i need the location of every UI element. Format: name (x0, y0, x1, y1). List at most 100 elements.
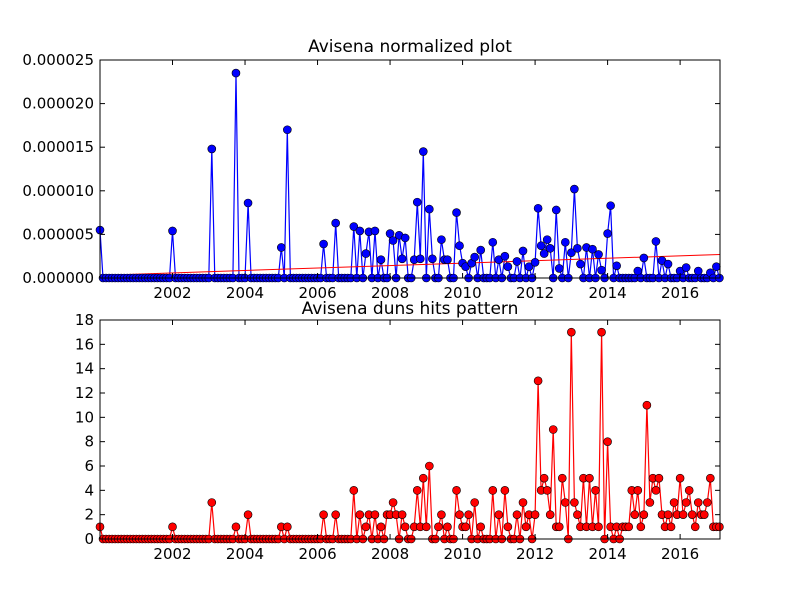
bottom-point (434, 522, 443, 532)
bottom-point (573, 510, 582, 519)
bottom-point (684, 486, 694, 495)
top-point (512, 257, 522, 266)
bottom-x-tick-label: 2016 (661, 545, 699, 563)
bottom-point (654, 473, 664, 483)
bottom-point (703, 498, 712, 507)
bottom-point (630, 510, 640, 519)
top-y-tick-label: 0.000025 (22, 51, 94, 69)
top-point (588, 244, 597, 254)
bottom-point (518, 498, 528, 507)
top-point (570, 184, 579, 194)
bottom-point (370, 510, 380, 519)
top-point (561, 237, 570, 247)
bottom-point (690, 522, 700, 532)
top-point (488, 237, 498, 247)
bottom-series-line (99, 332, 720, 540)
top-point (455, 241, 464, 251)
bottom-point (557, 473, 567, 483)
bottom-point (548, 425, 558, 434)
top-point (437, 235, 446, 244)
bottom-point (706, 473, 715, 483)
top-point (443, 255, 452, 264)
top-point (243, 198, 253, 208)
bottom-point (603, 437, 612, 446)
top-axes-frame (99, 59, 721, 279)
top-point (355, 226, 365, 236)
bottom-y-tick-label: 4 (84, 481, 94, 499)
top-point (207, 144, 217, 154)
bottom-point (561, 498, 570, 507)
top-chart: Avisena normalized plot 2002 2004 2006 2008… (22, 37, 724, 302)
bottom-y-tick-label: 16 (75, 335, 94, 353)
top-point (319, 239, 328, 249)
top-x-tick-label: 2014 (589, 284, 627, 302)
top-point (518, 246, 528, 256)
top-point (539, 249, 549, 258)
bottom-point (554, 522, 564, 532)
bottom-point (542, 486, 552, 495)
bottom-point (349, 486, 359, 495)
bottom-point (355, 510, 365, 519)
top-point (425, 204, 434, 214)
top-y-tick-label: 0.000020 (22, 95, 94, 113)
top-point (533, 203, 543, 213)
bottom-point (418, 473, 428, 483)
bottom-x-tick-label: 2006 (298, 545, 336, 563)
top-point (168, 226, 177, 236)
bottom-point (443, 522, 452, 532)
bottom-point (681, 498, 691, 507)
bottom-y-tick-label: 14 (75, 360, 94, 378)
top-point (663, 259, 673, 269)
bottom-y-tick-label: 6 (84, 457, 94, 475)
bottom-point (488, 486, 498, 495)
top-point (542, 235, 552, 244)
top-x-tick-label: 2006 (298, 284, 336, 302)
top-point (349, 222, 359, 231)
top-x-tick-label: 2004 (226, 284, 264, 302)
top-point (500, 251, 510, 261)
top-point (370, 226, 380, 236)
bottom-point (642, 400, 652, 410)
top-point (331, 218, 340, 228)
top-point (536, 241, 546, 251)
bottom-point (636, 522, 646, 532)
bottom-point (530, 510, 540, 519)
top-point (606, 201, 615, 210)
bottom-point (231, 522, 241, 532)
bottom-point (319, 510, 328, 519)
top-point (545, 244, 555, 253)
bottom-point (678, 510, 688, 519)
bottom-point (570, 498, 579, 507)
top-series-line (99, 73, 720, 281)
bottom-point (521, 522, 531, 532)
bottom-x-tick-label: 2014 (589, 545, 627, 563)
bottom-point (699, 510, 709, 519)
top-point (573, 244, 582, 253)
top-point (712, 262, 721, 271)
bottom-point (693, 498, 703, 507)
top-point (283, 125, 292, 135)
bottom-point (425, 461, 434, 471)
top-point (567, 248, 576, 258)
bottom-point (412, 486, 422, 495)
bottom-point (639, 510, 649, 519)
bottom-point (283, 522, 292, 532)
bottom-point (715, 522, 724, 532)
bottom-point (533, 376, 543, 386)
bottom-x-tick-label: 2010 (443, 545, 481, 563)
bottom-point (452, 486, 461, 495)
top-point (603, 229, 612, 238)
top-point (415, 254, 425, 264)
bottom-point (494, 510, 504, 519)
bottom-point (645, 498, 655, 507)
bottom-point (476, 522, 486, 532)
top-point (418, 147, 428, 156)
bottom-y-tick-label: 12 (75, 384, 94, 402)
top-point (612, 261, 621, 271)
bottom-point (464, 510, 473, 519)
bottom-x-tick-label: 2004 (226, 545, 264, 563)
bottom-point (361, 522, 371, 532)
bottom-point (376, 522, 386, 532)
bottom-point (388, 498, 398, 507)
